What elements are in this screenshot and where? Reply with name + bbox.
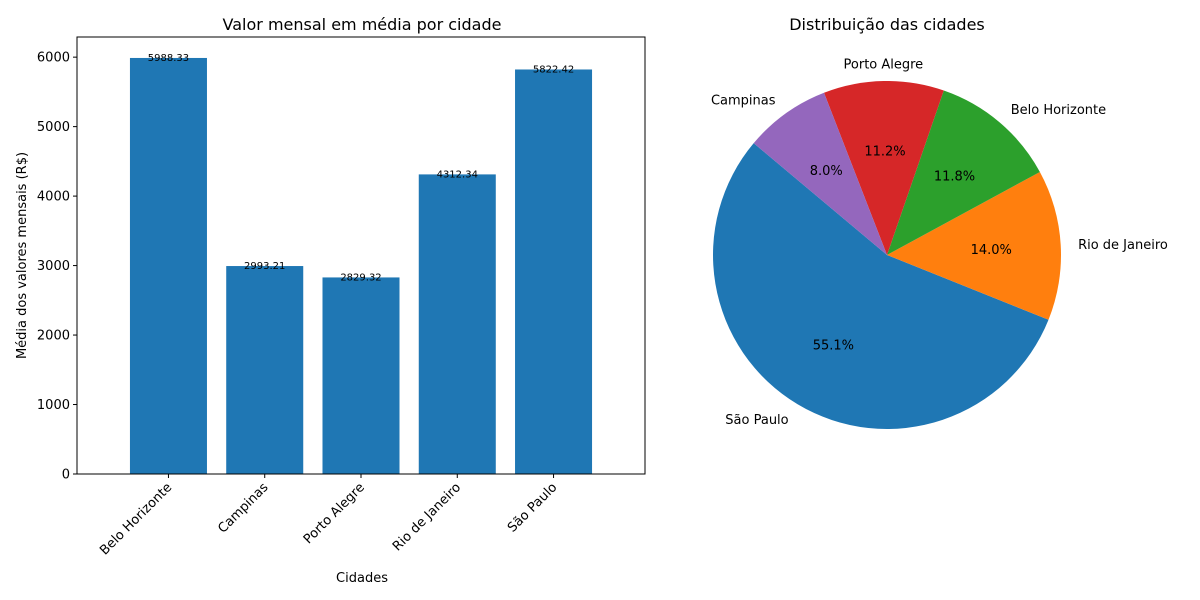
pie-slice — [823, 81, 944, 255]
pie-percent-label: 55.1% — [813, 339, 854, 354]
pie-percent-label: 8.0% — [810, 164, 843, 179]
bar-value-label: 5988.33 — [148, 53, 189, 64]
y-tick-label: 2000 — [37, 329, 70, 344]
pie-slice — [887, 90, 1040, 255]
bar — [515, 69, 593, 474]
bar-value-label: 5822.42 — [533, 64, 574, 75]
pie-labels: 55.1% São Paulo 14.0% Rio de Janeiro 11.8% Be… — [711, 58, 1168, 429]
pie-slice — [713, 143, 1049, 430]
pie-percent-label: 11.2% — [864, 145, 905, 160]
x-tick-label: Campinas — [215, 480, 271, 536]
y-tick-label: 0 — [62, 468, 70, 483]
plot-frame — [76, 36, 646, 475]
bar-value-label: 2829.32 — [340, 272, 381, 283]
y-tick-label: 5000 — [37, 120, 70, 135]
bar-value-label: 2993.21 — [244, 261, 285, 272]
pie-chart: Distribuição das cidades 55.1% São Paulo 1… — [711, 15, 1168, 430]
y-tick-label: 3000 — [37, 259, 70, 274]
bar — [129, 57, 207, 475]
pie-percent-label: 14.0% — [971, 243, 1012, 258]
x-tick-label: São Paulo — [505, 480, 560, 535]
pie-category-label: Rio de Janeiro — [1078, 238, 1168, 253]
pie-slices — [713, 81, 1061, 430]
bar — [226, 266, 304, 474]
y-axis-ticks: 0 1000 2000 3000 4000 5000 6000 — [37, 51, 77, 483]
pie-chart-title: Distribuição das cidades — [789, 15, 985, 34]
x-axis-label: Cidades — [336, 571, 388, 586]
pie-category-label: Porto Alegre — [844, 58, 924, 73]
pie-category-label: Campinas — [711, 93, 776, 108]
x-axis-ticks: Belo Horizonte Campinas Porto Alegre Rio de… — [97, 474, 560, 558]
y-tick-label: 4000 — [37, 190, 70, 205]
pie-percent-label: 11.8% — [934, 169, 975, 184]
pie-slice — [887, 171, 1061, 320]
bar — [322, 277, 400, 474]
bar-chart-title: Valor mensal em média por cidade — [223, 15, 502, 34]
x-tick-label: Belo Horizonte — [97, 480, 175, 558]
bar-value-label: 4312.34 — [437, 169, 478, 180]
y-axis-label: Média dos valores mensais (R$) — [15, 152, 30, 359]
pie-category-label: Belo Horizonte — [1011, 103, 1106, 118]
pie-category-label: São Paulo — [725, 413, 788, 428]
x-tick-label: Rio de Janeiro — [390, 480, 464, 554]
bar-chart: Valor mensal em média por cidade 5988.33… — [15, 15, 646, 586]
y-tick-label: 6000 — [37, 51, 70, 66]
bar — [418, 174, 496, 475]
pie-slice — [753, 92, 887, 255]
x-tick-label: Porto Alegre — [301, 480, 368, 547]
bar-bars: 5988.33 2993.21 2829.32 4312.34 5822.42 — [129, 53, 593, 475]
y-tick-label: 1000 — [37, 398, 70, 413]
